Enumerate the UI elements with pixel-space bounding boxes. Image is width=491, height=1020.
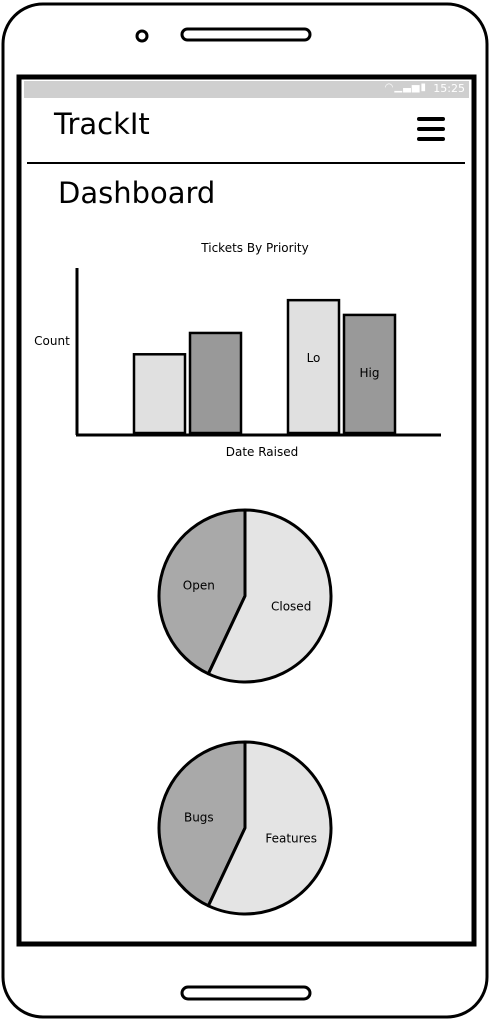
- bar-label-lo: Lo: [307, 351, 321, 365]
- menu-line: [417, 137, 445, 141]
- pie-slice-open: [157, 508, 247, 676]
- pie-slice-closed: [206, 508, 333, 684]
- pie-label-bugs: Bugs: [184, 811, 214, 825]
- chart-title: Tickets By Priority: [200, 241, 308, 255]
- bar-hig-2: [342, 313, 397, 435]
- bar-lo-1: [132, 353, 187, 435]
- status-icons: ◠▁▃▅▮: [385, 82, 427, 93]
- pie-slice-bugs: [157, 740, 247, 908]
- y-axis-label: Count: [34, 334, 70, 348]
- battery-icon: ▮: [420, 82, 427, 93]
- status-bar: ◠▁▃▅▮ 15:25: [24, 81, 469, 98]
- speaker-slot: [180, 27, 312, 42]
- header-divider: [27, 162, 465, 164]
- menu-line: [417, 117, 445, 121]
- x-axis-label: Date Raised: [226, 445, 299, 459]
- pie-label-features: Features: [265, 831, 317, 845]
- pie-label-closed: Closed: [271, 599, 311, 613]
- status-time: 15:25: [433, 82, 465, 95]
- bar-label-hig: Hig: [360, 366, 380, 380]
- camera-icon: [135, 29, 149, 43]
- app-title: TrackIt: [54, 107, 150, 141]
- pie-chart-type: Bugs Features: [157, 740, 333, 916]
- bar-chart: Tickets By Priority Count Date Raised Lo…: [34, 241, 441, 459]
- bar-hig-1: [188, 331, 243, 435]
- signal-icon: ▁▃▅: [394, 82, 421, 93]
- home-button[interactable]: [180, 985, 312, 1001]
- page-title: Dashboard: [58, 176, 216, 210]
- bar-lo-2: [286, 298, 341, 435]
- wifi-icon: ◠: [384, 82, 395, 93]
- menu-line: [417, 127, 445, 131]
- pie-chart-status: Open Closed: [157, 508, 333, 684]
- pie-slice-features: [206, 740, 333, 916]
- hamburger-menu-icon[interactable]: [417, 117, 445, 143]
- pie-label-open: Open: [183, 579, 215, 593]
